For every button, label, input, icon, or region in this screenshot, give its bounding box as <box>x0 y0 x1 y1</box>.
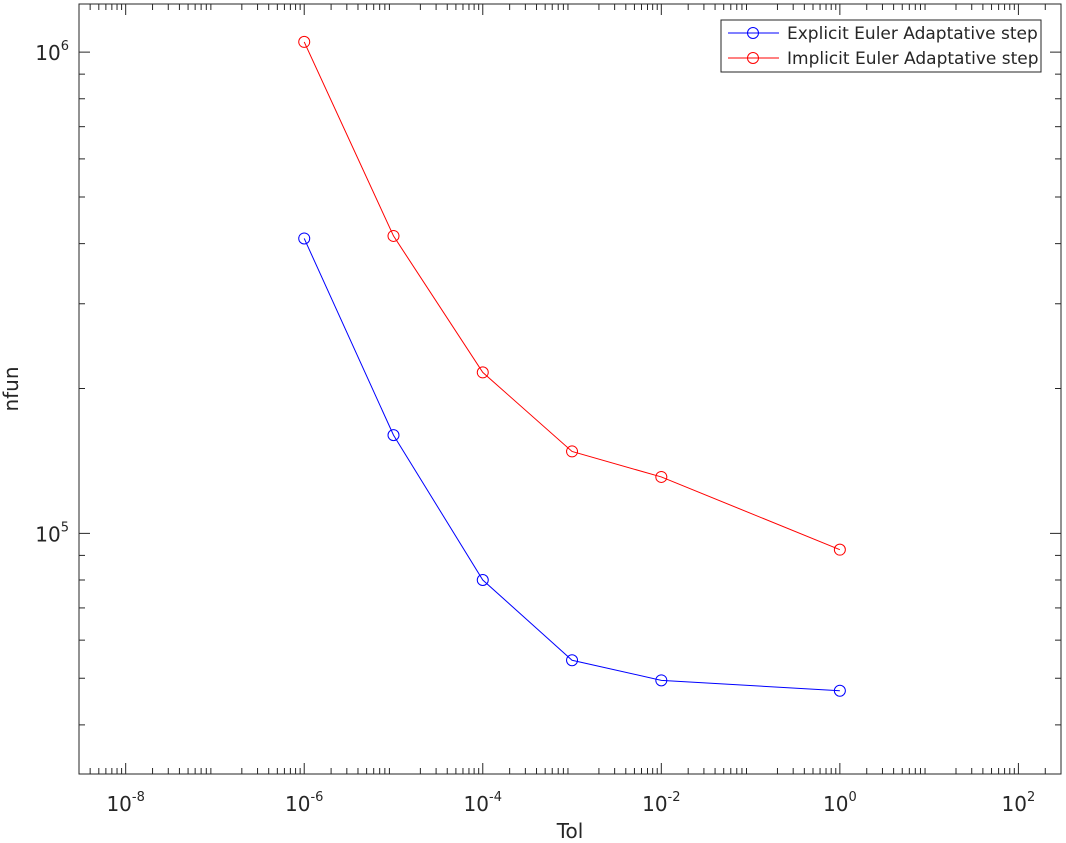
y-tick-label-base: 10 <box>35 522 60 546</box>
data-point-explicit <box>298 232 311 245</box>
x-tick-label: 10-2 <box>642 790 680 816</box>
data-point-implicit <box>833 543 846 556</box>
data-point-implicit <box>476 366 489 379</box>
x-tick-label-base: 10 <box>106 792 131 816</box>
x-axis-label: Tol <box>556 819 584 843</box>
legend-label: Implicit Euler Adaptative step <box>787 49 1039 69</box>
x-tick-label: 10-6 <box>285 790 323 816</box>
x-tick-label-exponent: -2 <box>668 790 681 805</box>
data-point-explicit <box>833 684 846 697</box>
legend-marker <box>747 27 759 39</box>
x-tick-label: 100 <box>823 790 857 816</box>
x-tick-labels: 10-8 10-6 10-4 10-2 100 102 <box>106 790 1035 816</box>
y-tick-label: 106 <box>35 39 69 65</box>
x-tick-label-exponent: 0 <box>848 790 856 805</box>
data-point-implicit <box>298 35 311 48</box>
y-axis-label: nfun <box>0 366 23 411</box>
plot-frame <box>78 3 1062 775</box>
x-tick-label-base: 10 <box>285 792 310 816</box>
data-point-implicit <box>387 229 400 242</box>
y-tick-label: 105 <box>35 520 69 546</box>
x-tick-label-exponent: -8 <box>132 790 145 805</box>
x-tick-label: 10-4 <box>464 790 502 816</box>
x-tick-label-base: 10 <box>1002 792 1027 816</box>
legend-label: Explicit Euler Adaptative step <box>787 24 1038 44</box>
y-tick-label-base: 10 <box>35 41 60 65</box>
x-tick-label-exponent: -4 <box>489 790 502 805</box>
x-tick-label-exponent: -6 <box>310 790 323 805</box>
series-line-implicit <box>303 41 841 551</box>
data-point-explicit <box>655 674 668 687</box>
x-tick-label-base: 10 <box>823 792 848 816</box>
major-ticks <box>79 4 1061 774</box>
y-tick-label-exponent: 6 <box>61 39 69 54</box>
legend-box <box>720 19 1042 73</box>
minor-ticks <box>79 4 1061 774</box>
legend-marker <box>747 52 759 64</box>
series-line-explicit <box>303 238 840 692</box>
x-tick-label: 10-8 <box>106 790 144 816</box>
y-tick-label-exponent: 5 <box>61 520 69 535</box>
legend: Explicit Euler Adaptative step Implicit E… <box>720 19 1042 73</box>
x-tick-label-base: 10 <box>464 792 489 816</box>
data-point-explicit <box>566 654 579 667</box>
data-point-implicit <box>566 445 579 458</box>
series-group <box>298 35 846 697</box>
data-point-explicit <box>387 429 400 442</box>
data-point-explicit <box>476 574 489 587</box>
data-point-implicit <box>655 470 668 483</box>
x-tick-label-exponent: 2 <box>1027 790 1035 805</box>
x-tick-label-base: 10 <box>642 792 667 816</box>
x-tick-label: 102 <box>1002 790 1036 816</box>
